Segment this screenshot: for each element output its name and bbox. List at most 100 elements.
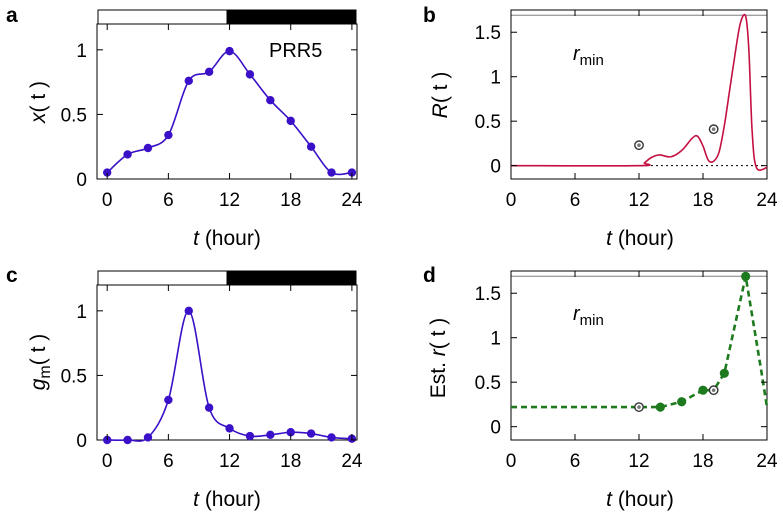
x-tick-label: 0 — [102, 451, 113, 472]
light-period-bar — [97, 270, 228, 286]
data-point — [123, 150, 132, 159]
data-point — [245, 431, 255, 441]
panel-d-annotation: rmin — [573, 303, 604, 329]
data-point — [719, 368, 729, 378]
panel-d-series — [511, 271, 769, 412]
dark-period-bar — [226, 9, 357, 25]
x-tick-label: 12 — [219, 190, 240, 211]
series-line — [511, 276, 769, 409]
panel-a-ylabel: x( t ) — [27, 81, 50, 124]
panel-a-series — [102, 46, 357, 177]
data-point — [306, 429, 316, 438]
series-line — [106, 50, 352, 176]
panel-c-series — [102, 306, 357, 445]
data-point — [164, 395, 173, 405]
data-point — [327, 168, 336, 177]
x-tick-label: 24 — [756, 190, 778, 211]
data-point — [204, 67, 214, 76]
y-tick-label: 0 — [490, 157, 501, 178]
data-point — [266, 96, 275, 105]
panel-d-xlabel: t (hour) — [606, 488, 674, 511]
y-tick-label: 0.5 — [475, 112, 501, 133]
data-point-center — [637, 143, 641, 147]
x-tick-label: 6 — [570, 190, 581, 211]
data-point — [245, 70, 255, 79]
x-tick-label: 12 — [628, 190, 649, 211]
series-line — [107, 310, 352, 442]
x-tick-label: 24 — [341, 190, 363, 211]
y-tick-label: 1.5 — [475, 284, 501, 305]
panel-a-ticks: 0 6 12 18 24 0 0.5 1 — [61, 24, 363, 211]
panel-d: d 0 6 12 18 24 0 0.5 1 1.5 rmin Est. r( t ) t (h… — [423, 264, 778, 511]
data-point — [184, 76, 193, 86]
x-tick-label: 24 — [756, 451, 778, 472]
y-tick-label: 1 — [490, 329, 501, 350]
data-point — [184, 306, 193, 316]
x-tick-label: 0 — [506, 451, 517, 472]
y-tick-label: 0 — [490, 418, 501, 439]
panel-b-series — [510, 13, 768, 171]
x-tick-label: 0 — [102, 190, 113, 211]
panel-d-ylabel: Est. r( t ) — [427, 318, 450, 399]
panel-d-ticks: 0 6 12 18 24 0 0.5 1 1.5 — [475, 271, 778, 472]
panel-a-letter: a — [6, 4, 18, 27]
data-point — [266, 430, 275, 440]
y-tick-label: 1.5 — [475, 23, 501, 44]
data-point — [225, 46, 234, 56]
panel-b-ticks: 0 6 12 18 24 0 0.5 1 1.5 — [475, 10, 778, 211]
y-tick-label: 0.5 — [61, 366, 87, 387]
y-tick-label: 1 — [76, 41, 87, 62]
x-tick-label: 18 — [280, 451, 301, 472]
x-tick-label: 12 — [628, 451, 649, 472]
data-point — [225, 424, 234, 433]
data-point — [286, 116, 295, 126]
x-tick-label: 6 — [163, 451, 174, 472]
data-point — [655, 402, 665, 412]
x-tick-label: 0 — [506, 190, 517, 211]
x-tick-label: 6 — [570, 451, 581, 472]
panel-a-annotation: PRR5 — [269, 40, 322, 62]
data-point — [741, 271, 751, 281]
data-point — [677, 397, 687, 407]
panel-a: a 0 6 12 18 24 0 0.5 1 PRR5 x( t ) t (hour) — [6, 4, 363, 250]
data-point — [306, 142, 316, 151]
data-point — [327, 433, 336, 442]
x-tick-label: 18 — [692, 451, 713, 472]
panel-c-ylabel: gm( t ) — [27, 334, 54, 391]
panel-c: c 0 6 12 18 24 0 0.5 1 gm( t ) t (hour) — [6, 264, 363, 511]
data-point-center — [711, 127, 716, 131]
dark-period-bar — [226, 270, 357, 286]
data-point — [143, 433, 153, 442]
panel-b-letter: b — [423, 4, 436, 27]
data-point-center — [711, 388, 716, 392]
x-tick-label: 12 — [219, 451, 240, 472]
panel-a-xlabel: t (hour) — [193, 227, 261, 250]
x-tick-label: 18 — [692, 190, 713, 211]
y-tick-label: 1 — [490, 68, 501, 89]
light-period-bar — [97, 9, 228, 25]
panel-b-xlabel: t (hour) — [606, 227, 674, 250]
data-point-center — [637, 405, 641, 409]
data-point — [698, 385, 708, 395]
x-tick-label: 18 — [280, 190, 301, 211]
y-tick-label: 0.5 — [475, 373, 501, 394]
data-point — [204, 403, 214, 412]
panel-c-xlabel: t (hour) — [193, 488, 261, 511]
panel-c-letter: c — [6, 264, 18, 287]
panel-b: b 0 6 12 18 24 0 0.5 1 1.5 rmin R( t ) t (hour) — [423, 4, 778, 250]
panel-b-ylabel: R( t ) — [429, 72, 452, 119]
y-tick-label: 0.5 — [61, 105, 87, 126]
data-point — [164, 130, 173, 140]
y-tick-label: 0 — [76, 431, 87, 452]
panel-b-annotation: rmin — [573, 43, 604, 69]
x-tick-label: 6 — [163, 190, 174, 211]
y-tick-label: 1 — [76, 302, 87, 323]
data-point — [143, 143, 153, 153]
x-tick-label: 24 — [341, 451, 363, 472]
data-point — [123, 435, 132, 445]
panel-c-ticks: 0 6 12 18 24 0 0.5 1 — [61, 285, 363, 472]
panel-c-axes — [96, 284, 358, 441]
data-point — [347, 168, 357, 177]
panel-a-axes — [96, 23, 358, 180]
data-point — [286, 428, 295, 437]
